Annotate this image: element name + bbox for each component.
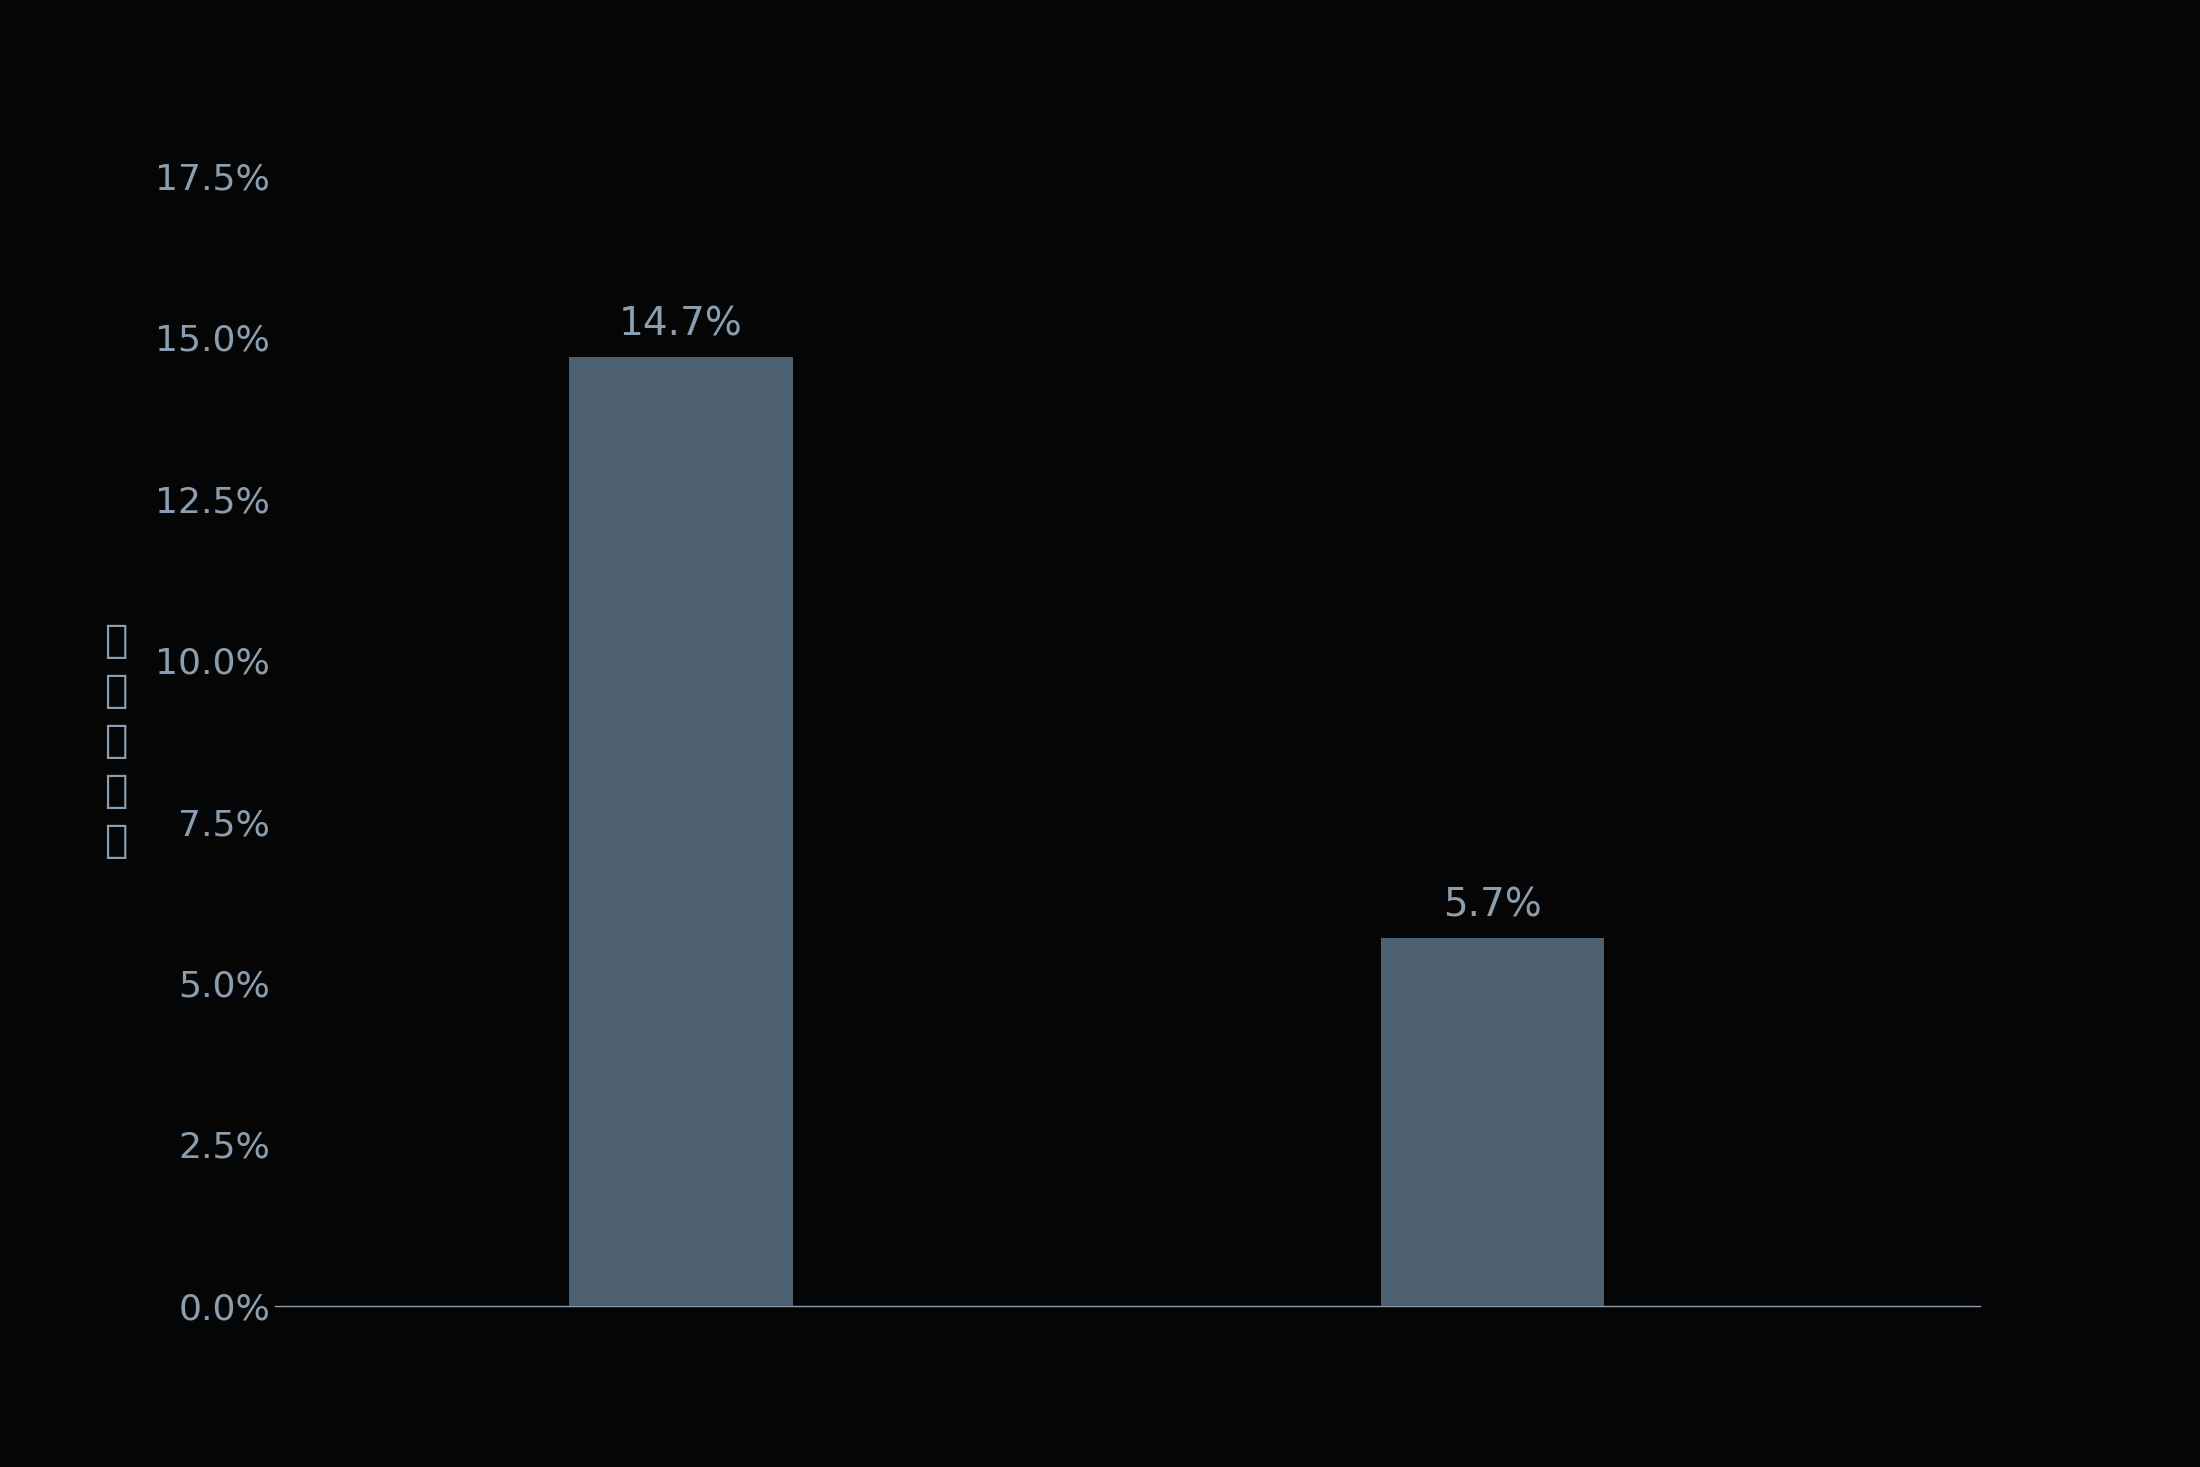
Text: 14.7%: 14.7%	[618, 305, 744, 343]
Bar	[1382, 937, 1604, 1306]
Y-axis label: 出
口
量
比
例: 出 口 量 比 例	[103, 622, 128, 860]
Bar	[570, 356, 792, 1306]
Text: 5.7%: 5.7%	[1443, 886, 1542, 924]
